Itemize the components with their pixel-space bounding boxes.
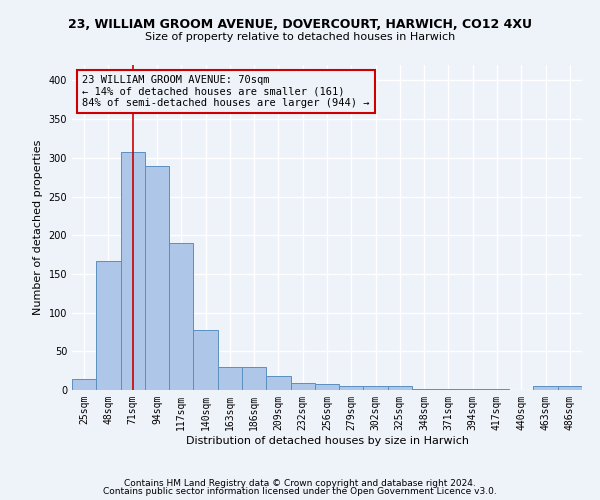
Text: 23 WILLIAM GROOM AVENUE: 70sqm
← 14% of detached houses are smaller (161)
84% of: 23 WILLIAM GROOM AVENUE: 70sqm ← 14% of … xyxy=(82,74,370,108)
Text: 23, WILLIAM GROOM AVENUE, DOVERCOURT, HARWICH, CO12 4XU: 23, WILLIAM GROOM AVENUE, DOVERCOURT, HA… xyxy=(68,18,532,30)
Bar xyxy=(266,376,290,390)
Bar xyxy=(145,166,169,390)
Bar xyxy=(218,367,242,390)
Bar xyxy=(412,389,436,390)
X-axis label: Distribution of detached houses by size in Harwich: Distribution of detached houses by size … xyxy=(185,436,469,446)
Bar xyxy=(485,389,509,390)
Text: Contains HM Land Registry data © Crown copyright and database right 2024.: Contains HM Land Registry data © Crown c… xyxy=(124,478,476,488)
Bar xyxy=(193,330,218,390)
Text: Contains public sector information licensed under the Open Government Licence v3: Contains public sector information licen… xyxy=(103,487,497,496)
Bar xyxy=(169,243,193,390)
Bar xyxy=(96,261,121,390)
Bar xyxy=(533,386,558,390)
Bar xyxy=(436,389,461,390)
Bar xyxy=(558,386,582,390)
Bar xyxy=(315,384,339,390)
Bar xyxy=(242,367,266,390)
Y-axis label: Number of detached properties: Number of detached properties xyxy=(33,140,43,315)
Bar xyxy=(388,386,412,390)
Bar xyxy=(339,386,364,390)
Text: Size of property relative to detached houses in Harwich: Size of property relative to detached ho… xyxy=(145,32,455,42)
Bar xyxy=(72,379,96,390)
Bar xyxy=(121,152,145,390)
Bar xyxy=(461,389,485,390)
Bar xyxy=(364,386,388,390)
Bar xyxy=(290,383,315,390)
